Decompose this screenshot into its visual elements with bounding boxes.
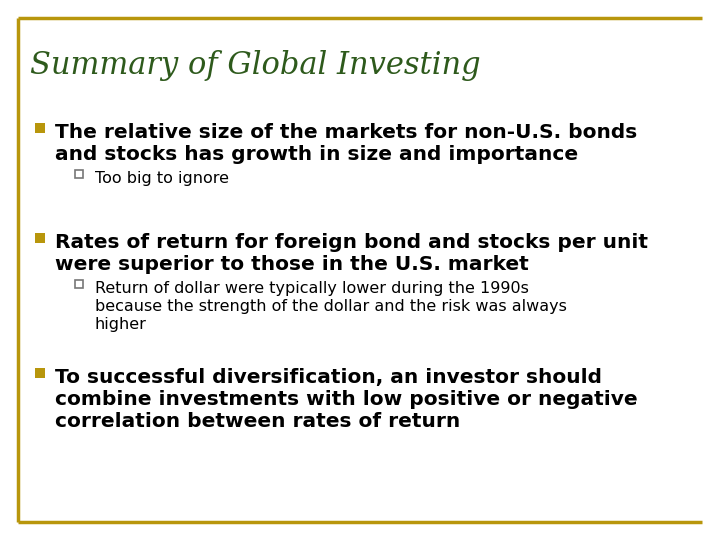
Text: To successful diversification, an investor should: To successful diversification, an invest… xyxy=(55,368,602,387)
Bar xyxy=(75,280,83,288)
Text: The relative size of the markets for non-U.S. bonds: The relative size of the markets for non… xyxy=(55,123,637,142)
Bar xyxy=(35,233,45,243)
Text: because the strength of the dollar and the risk was always: because the strength of the dollar and t… xyxy=(95,299,567,314)
Text: higher: higher xyxy=(95,317,147,332)
Bar xyxy=(35,368,45,378)
Text: correlation between rates of return: correlation between rates of return xyxy=(55,412,460,431)
Text: Return of dollar were typically lower during the 1990s: Return of dollar were typically lower du… xyxy=(95,281,529,296)
Text: combine investments with low positive or negative: combine investments with low positive or… xyxy=(55,390,638,409)
Text: Too big to ignore: Too big to ignore xyxy=(95,171,229,186)
Text: Summary of Global Investing: Summary of Global Investing xyxy=(30,50,481,81)
Bar xyxy=(35,123,45,133)
Text: Rates of return for foreign bond and stocks per unit: Rates of return for foreign bond and sto… xyxy=(55,233,648,252)
Bar xyxy=(75,170,83,178)
Text: were superior to those in the U.S. market: were superior to those in the U.S. marke… xyxy=(55,255,528,274)
Text: and stocks has growth in size and importance: and stocks has growth in size and import… xyxy=(55,145,578,164)
